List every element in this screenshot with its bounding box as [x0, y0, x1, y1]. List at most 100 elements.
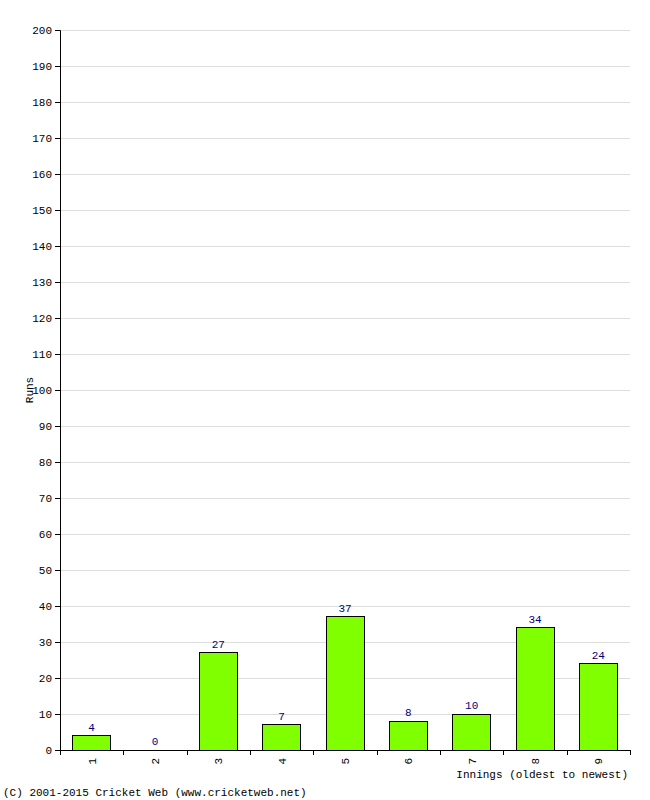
y-tick-label: 30 [39, 637, 52, 649]
x-axis: 1 2 3 4 5 6 7 8 9 [61, 751, 631, 765]
y-tick: 180 [32, 97, 60, 109]
grid-line [60, 102, 630, 103]
x-tick: 7 [467, 758, 479, 765]
y-tick-label: 110 [32, 349, 52, 361]
y-tick-mark [55, 282, 60, 283]
grid-line [60, 30, 630, 31]
y-tick-label: 160 [32, 169, 52, 181]
x-tick: 5 [340, 758, 352, 765]
x-tick: 3 [213, 758, 225, 765]
grid-line [60, 66, 630, 67]
y-axis: 0102030405060708090100110120130140150160… [32, 25, 60, 757]
y-tick-label: 60 [39, 529, 52, 541]
y-tick-label: 90 [39, 421, 52, 433]
grid-line [60, 354, 630, 355]
y-tick-label: 150 [32, 205, 52, 217]
y-tick-mark [55, 462, 60, 463]
y-tick-label: 50 [39, 565, 52, 577]
x-tick-label: 1 [87, 758, 99, 765]
y-tick: 40 [39, 601, 60, 613]
grid-line [60, 390, 630, 391]
data-label: 4 [88, 722, 95, 734]
bar [516, 628, 554, 750]
y-tick-label: 180 [32, 97, 52, 109]
grid-line [60, 318, 630, 319]
data-label: 34 [528, 614, 542, 626]
grid-line [60, 138, 630, 139]
chart: 4027737810342401020304050607080901001101… [0, 0, 650, 800]
x-tick: 6 [403, 758, 415, 765]
y-tick-mark [55, 570, 60, 571]
y-tick: 170 [32, 133, 60, 145]
x-separator [503, 750, 504, 755]
x-separator [187, 750, 188, 755]
data-labels: 40277378103424 [88, 603, 605, 748]
x-tick: 8 [530, 758, 542, 765]
y-tick-label: 20 [39, 673, 52, 685]
y-tick: 100 [32, 385, 60, 397]
bar [73, 736, 111, 750]
bar [199, 653, 237, 750]
x-tick: 4 [277, 758, 289, 765]
y-tick: 70 [39, 493, 60, 505]
x-tick: 1 [87, 758, 99, 765]
y-tick: 0 [45, 745, 60, 757]
x-separator [377, 750, 378, 755]
y-tick: 80 [39, 457, 60, 469]
grid-line [60, 534, 630, 535]
bar [579, 664, 617, 750]
y-tick: 130 [32, 277, 60, 289]
y-axis-title: Runs [24, 377, 36, 403]
x-separator [123, 750, 124, 755]
grid-line [60, 210, 630, 211]
y-tick-label: 200 [32, 25, 52, 37]
x-axis-line [61, 750, 631, 751]
x-tick-label: 5 [340, 758, 352, 765]
y-tick-mark [55, 390, 60, 391]
x-tick-label: 8 [530, 758, 542, 765]
x-tick-label: 9 [593, 758, 605, 765]
y-tick-label: 170 [32, 133, 52, 145]
x-separator [440, 750, 441, 755]
x-tick-label: 7 [467, 758, 479, 765]
grid-line [60, 174, 630, 175]
y-tick: 150 [32, 205, 60, 217]
y-tick-mark [55, 318, 60, 319]
data-label: 7 [278, 711, 285, 723]
y-tick: 30 [39, 637, 60, 649]
y-tick-mark [55, 534, 60, 535]
x-separator [313, 750, 314, 755]
y-tick: 140 [32, 241, 60, 253]
bar [326, 617, 364, 750]
y-tick: 200 [32, 25, 60, 37]
grid-line [60, 426, 630, 427]
y-tick: 120 [32, 313, 60, 325]
y-tick-label: 0 [45, 745, 52, 757]
y-tick-mark [55, 66, 60, 67]
x-axis-title: Innings (oldest to newest) [456, 769, 628, 781]
x-tick-label: 6 [403, 758, 415, 765]
y-tick-mark [55, 642, 60, 643]
y-tick-mark [55, 174, 60, 175]
x-tick: 2 [150, 758, 162, 765]
y-tick-mark [55, 426, 60, 427]
y-tick-label: 80 [39, 457, 52, 469]
data-label: 24 [592, 650, 606, 662]
x-separators [61, 750, 631, 755]
y-tick-mark [55, 246, 60, 247]
y-tick-label: 40 [39, 601, 52, 613]
y-tick: 190 [32, 61, 60, 73]
y-tick-mark [55, 714, 60, 715]
bar [453, 714, 491, 750]
annotation: (C) 2001-2015 Cricket Web (www.cricketwe… [3, 787, 307, 799]
grid-line [60, 570, 630, 571]
background [0, 0, 650, 800]
y-tick: 50 [39, 565, 60, 577]
y-tick-mark [55, 30, 60, 31]
data-label: 37 [338, 603, 351, 615]
grid [60, 30, 630, 750]
x-tick: 9 [593, 758, 605, 765]
y-tick: 60 [39, 529, 60, 541]
y-tick-label: 140 [32, 241, 52, 253]
data-label: 10 [465, 700, 478, 712]
